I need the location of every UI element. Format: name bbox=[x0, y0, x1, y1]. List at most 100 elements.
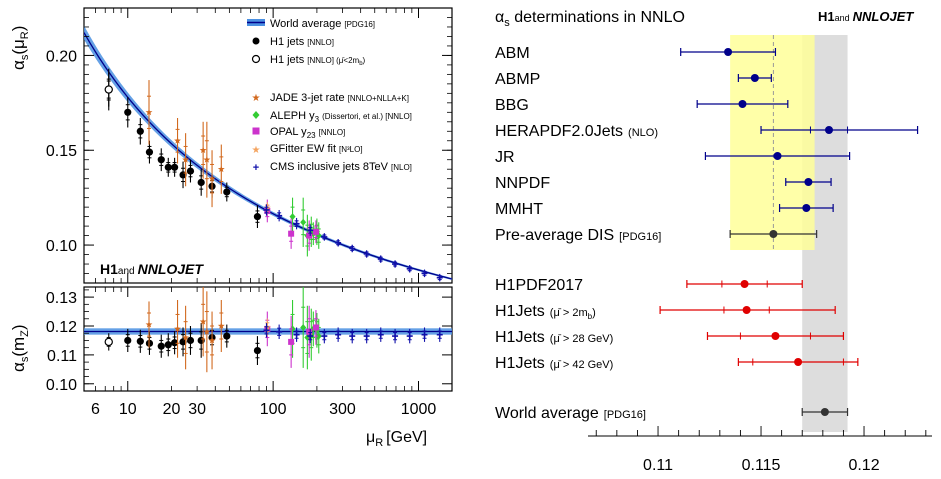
bottom-point bbox=[377, 331, 384, 338]
top-point bbox=[182, 156, 190, 163]
right-row-label: H1Jets (μ̄ > 28 GeV) bbox=[495, 329, 613, 346]
x-axis-label: μR [GeV] bbox=[366, 429, 427, 449]
top-point bbox=[335, 239, 342, 246]
right-row-label: NNPDF bbox=[495, 175, 550, 192]
right-row-0 bbox=[680, 48, 777, 56]
right-row-3 bbox=[760, 126, 919, 134]
legend-h1-open: H1 jets [NNLO] (μ̄<2mb) bbox=[270, 54, 366, 67]
legend-marker-opal bbox=[252, 127, 260, 135]
legend-world: World average [PDG16] bbox=[270, 18, 375, 30]
top-point bbox=[145, 148, 154, 156]
right-point bbox=[804, 178, 813, 186]
x-tick-label: 1000 bbox=[401, 401, 437, 418]
bottom-series-4 bbox=[264, 305, 319, 368]
top-series-2 bbox=[145, 80, 225, 208]
top-series-0 bbox=[105, 68, 262, 228]
right-row-4 bbox=[704, 152, 851, 160]
right-point bbox=[820, 408, 829, 416]
top-series-3 bbox=[289, 197, 322, 257]
right-point bbox=[742, 306, 751, 314]
bottom-point bbox=[164, 341, 172, 349]
legend-h1: H1 jets [NNLO] bbox=[270, 36, 334, 48]
right-title: αs determinations in NNLO bbox=[495, 9, 685, 29]
top-point bbox=[377, 256, 384, 263]
top-series-1 bbox=[104, 72, 113, 107]
legend-marker-h1-open bbox=[251, 54, 261, 64]
bottom-point bbox=[197, 336, 205, 345]
bottom-point bbox=[293, 331, 300, 338]
right-row-9 bbox=[659, 306, 836, 314]
y-tick-label-bottom: 0.13 bbox=[46, 290, 77, 307]
legend-marker-gfitter: ★ bbox=[252, 145, 261, 156]
left-axes: 6 10 20 30 100 300 1000 0.20 0.15 0.10 0.13 0.12 0.1… bbox=[46, 8, 452, 418]
right-row-7 bbox=[729, 230, 818, 238]
left-panel: 6 10 20 30 100 300 1000 0.20 0.15 0.10 0.13 0.12 0.1… bbox=[9, 7, 453, 449]
legend-gfitter: GFitter EW fit [N³LO] bbox=[270, 143, 363, 155]
bottom-point bbox=[157, 342, 165, 350]
right-row-label: ABM bbox=[495, 45, 530, 62]
bottom-point bbox=[321, 333, 328, 340]
bottom-point bbox=[307, 333, 314, 340]
right-row-5 bbox=[785, 178, 832, 186]
bottom-series-1 bbox=[104, 333, 113, 351]
bottom-series-0 bbox=[124, 323, 262, 365]
top-point bbox=[349, 245, 356, 252]
legend: World average [PDG16] H1 jets [NNLO] H1 je… bbox=[247, 18, 412, 174]
right-row-label: HERAPDF2.0Jets (NLO) bbox=[495, 123, 658, 140]
top-point bbox=[436, 274, 443, 281]
bottom-point bbox=[136, 337, 144, 345]
right-point bbox=[750, 74, 759, 82]
y-tick-label-bottom: 0.11 bbox=[47, 348, 77, 365]
bottom-point bbox=[179, 338, 187, 346]
top-point bbox=[406, 265, 413, 272]
top-point bbox=[208, 175, 216, 182]
bottom-point bbox=[199, 318, 207, 325]
bottom-point bbox=[174, 325, 181, 332]
right-row-12 bbox=[801, 408, 849, 416]
x-tick-label: 20 bbox=[163, 401, 181, 418]
top-point bbox=[253, 213, 262, 221]
right-point bbox=[825, 126, 834, 134]
legend-marker-aleph bbox=[252, 111, 260, 119]
dis-yellow-band bbox=[730, 35, 815, 250]
top-point bbox=[293, 220, 300, 227]
top-point bbox=[174, 137, 181, 144]
x-tick-label: 6 bbox=[91, 401, 100, 418]
right-row-6 bbox=[778, 204, 834, 212]
right-row-11 bbox=[737, 358, 859, 366]
top-point bbox=[392, 261, 399, 268]
bottom-series-6 bbox=[263, 323, 443, 344]
top-point bbox=[312, 228, 319, 235]
right-row-label: H1Jets (μ̄ > 2mb) bbox=[495, 303, 596, 321]
bottom-point bbox=[186, 336, 195, 345]
top-point bbox=[307, 227, 314, 234]
legend-opal: OPAL y23 [NNLO] bbox=[270, 126, 345, 140]
top-point bbox=[421, 270, 428, 277]
top-point bbox=[136, 127, 144, 135]
y-axis-label-top: αs(μR) bbox=[9, 26, 31, 70]
right-row-label: MMHT bbox=[495, 201, 543, 218]
top-point bbox=[223, 188, 231, 196]
right-row-label: World average [PDG16] bbox=[495, 405, 646, 422]
bottom-point bbox=[276, 328, 283, 335]
top-point bbox=[217, 165, 225, 173]
legend-jade: JADE 3-jet rate [NNLO+NLLA+K] bbox=[270, 92, 409, 104]
right-panel: 0.11 0.115 0.12 αs determinations in NNLO … bbox=[495, 9, 932, 474]
bottom-point bbox=[363, 333, 370, 340]
right-x-tick-label: 0.12 bbox=[848, 457, 879, 474]
top-point bbox=[186, 167, 195, 175]
top-point bbox=[363, 250, 370, 257]
right-point bbox=[773, 152, 782, 160]
bottom-point bbox=[145, 320, 153, 328]
top-point bbox=[199, 146, 207, 154]
right-row-label: H1Jets (μ̄ > 42 GeV) bbox=[495, 355, 613, 372]
top-point bbox=[104, 85, 113, 94]
bottom-point bbox=[253, 346, 262, 355]
right-row-label: H1PDF2017 bbox=[495, 277, 583, 294]
bottom-point bbox=[306, 328, 313, 335]
x-tick-label: 300 bbox=[329, 401, 356, 418]
right-point bbox=[738, 100, 747, 108]
bottom-point bbox=[203, 328, 211, 335]
y-tick-label-top: 0.15 bbox=[46, 143, 77, 160]
